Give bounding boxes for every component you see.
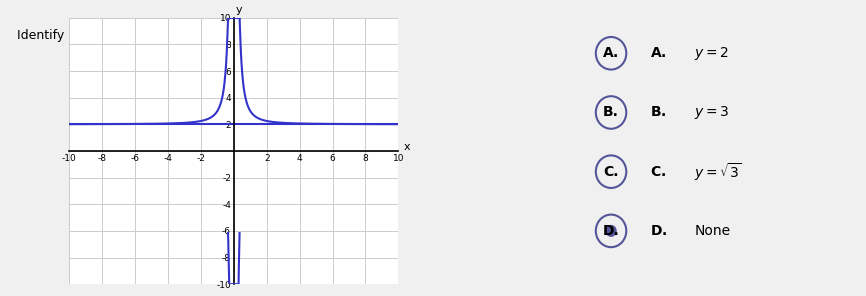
Text: A.: A. xyxy=(603,46,619,60)
Text: x: x xyxy=(404,142,410,152)
Text: $y = 3$: $y = 3$ xyxy=(695,104,729,121)
Text: None: None xyxy=(695,224,730,238)
Text: C.: C. xyxy=(604,165,619,179)
Circle shape xyxy=(606,226,616,236)
Text: Identify any horizontal asymptotes in the graph.: Identify any horizontal asymptotes in th… xyxy=(17,29,320,42)
Text: $y = 2$: $y = 2$ xyxy=(695,45,729,62)
Text: B.: B. xyxy=(603,105,619,120)
Text: $\mathbf{B.}$: $\mathbf{B.}$ xyxy=(650,105,666,120)
Text: $\mathbf{D.}$: $\mathbf{D.}$ xyxy=(650,224,667,238)
Text: y: y xyxy=(236,5,242,15)
Text: D.: D. xyxy=(603,224,619,238)
Text: $\mathbf{C.}$: $\mathbf{C.}$ xyxy=(650,165,666,179)
Text: $y = \sqrt{3}$: $y = \sqrt{3}$ xyxy=(695,161,742,183)
Text: $\mathbf{A.}$: $\mathbf{A.}$ xyxy=(650,46,667,60)
